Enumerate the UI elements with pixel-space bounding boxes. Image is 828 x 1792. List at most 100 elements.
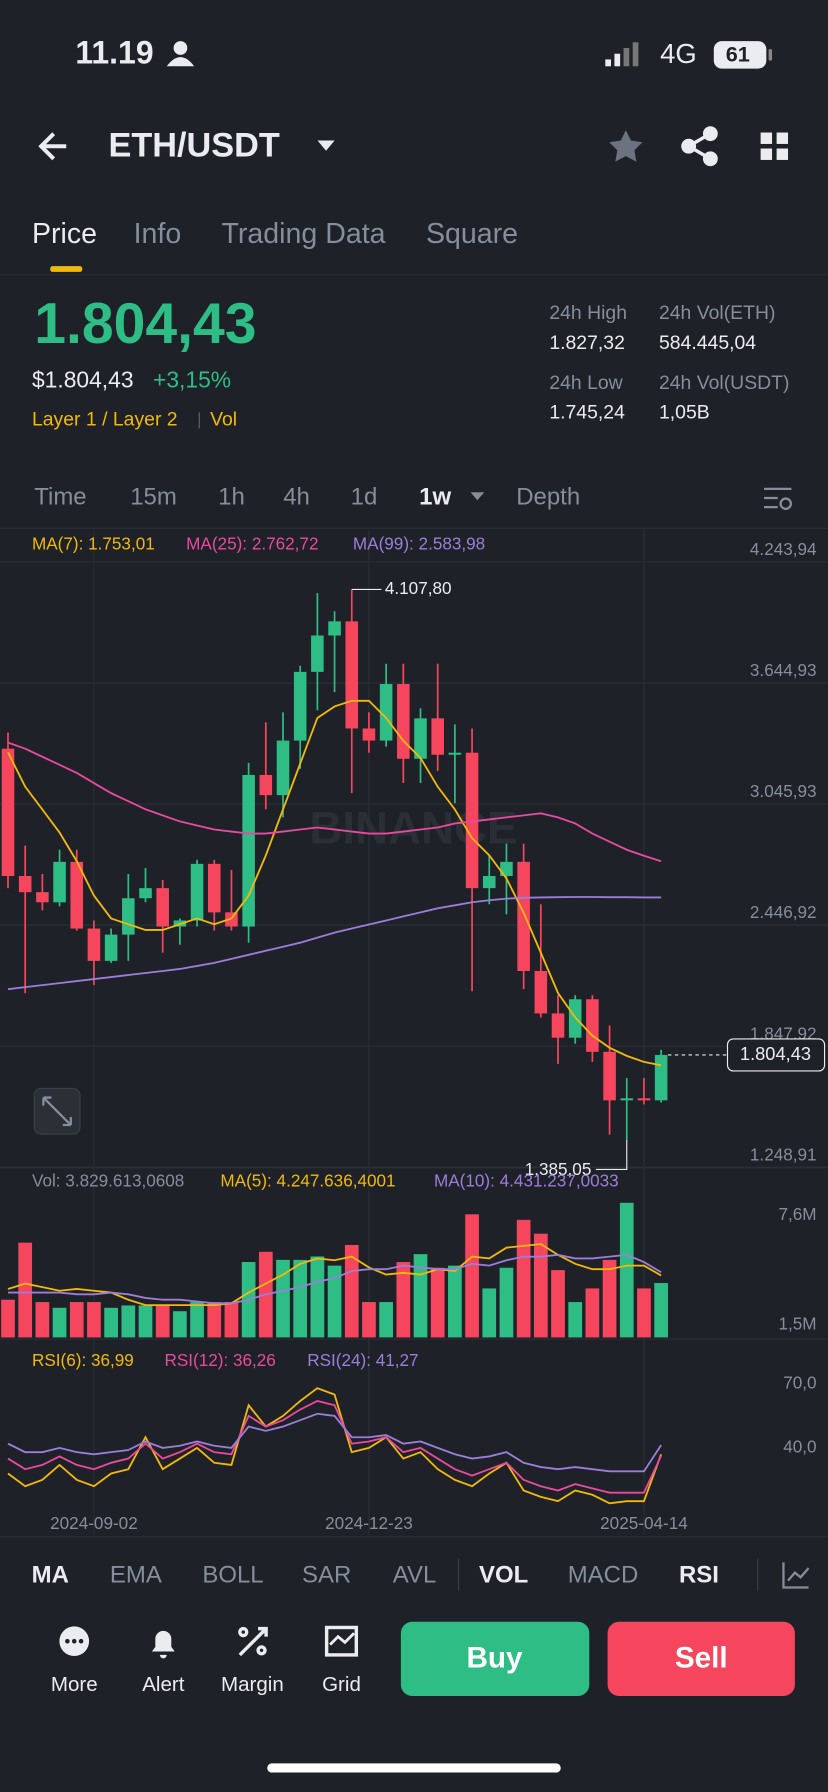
volume-bar (173, 1311, 187, 1338)
volume-bar (310, 1256, 325, 1338)
volume-bar (654, 1283, 668, 1338)
candle-body (551, 1013, 565, 1038)
action[interactable]: Margin (221, 1673, 284, 1696)
share[interactable] (681, 126, 718, 167)
action[interactable]: More (51, 1673, 98, 1696)
pair-dropdown[interactable] (317, 140, 335, 151)
legend-entry: MA(10): 4.431.237,0033 (434, 1171, 619, 1191)
indicator[interactable]: RSI (679, 1561, 719, 1588)
tab[interactable]: Square (426, 218, 518, 250)
candle-body (104, 934, 118, 961)
volume-bar (637, 1288, 651, 1338)
volume-bar (465, 1214, 479, 1338)
tab[interactable]: Trading Data (222, 218, 386, 250)
tab[interactable]: Price (32, 218, 97, 250)
legend-entry: RSI(6): 36,99 (32, 1350, 134, 1370)
low-label: 1.385,05 (525, 1159, 592, 1179)
action[interactable]: Grid (322, 1673, 361, 1696)
legend-entry: MA(5): 4.247.636,4001 (220, 1171, 395, 1191)
y-tick-label: 4.243,94 (750, 539, 817, 559)
sell-button[interactable] (607, 1621, 795, 1697)
tab[interactable]: Info (134, 218, 182, 250)
buy-button[interactable] (400, 1621, 590, 1697)
candle-body (18, 875, 32, 893)
y-tick-label: 2.446,92 (750, 902, 817, 922)
volume-bar (18, 1242, 33, 1338)
layout-button[interactable] (760, 132, 789, 160)
legend-entry: MA(99): 2.583,98 (353, 533, 485, 553)
stat-label: 24h Low (549, 372, 623, 394)
y-tick-label: 1.248,91 (750, 1144, 817, 1164)
interval[interactable]: 1d (351, 483, 378, 510)
volume-bar (533, 1233, 548, 1338)
tag[interactable]: Vol (210, 408, 237, 430)
volume-bar (379, 1302, 393, 1338)
buy-label[interactable]: Buy (466, 1641, 523, 1674)
watermark: BINANCE (309, 803, 517, 854)
interval[interactable]: 1w (419, 483, 451, 510)
indicator-settings[interactable] (782, 1562, 810, 1589)
more-icon[interactable] (59, 1626, 90, 1657)
action[interactable]: Alert (142, 1673, 185, 1696)
indicator[interactable]: EMA (110, 1561, 162, 1588)
y-tick-label: 1.847,92 (750, 1023, 817, 1043)
y-tick-label: 3.045,93 (750, 781, 817, 801)
candle-body (242, 774, 255, 927)
status-time: 11.19 (75, 34, 153, 70)
volume-bar (430, 1267, 445, 1338)
candle-body (87, 928, 101, 961)
indicator-separator (757, 1558, 759, 1591)
indicator-line (7, 1253, 662, 1305)
indicator[interactable]: VOL (479, 1561, 528, 1588)
margin-icon[interactable] (238, 1626, 268, 1657)
interval-dropdown[interactable] (470, 492, 485, 501)
change: +3,15% (153, 367, 231, 393)
interval[interactable]: Depth (516, 483, 580, 510)
pair[interactable]: ETH/USDT (108, 126, 279, 164)
network: 4G (660, 38, 697, 69)
indicator-line (7, 699, 662, 1067)
volume-bar (396, 1262, 411, 1338)
plot: 2024-09-02 2024-12-23 2025-04-14 1.248,91 1.… (0, 528, 828, 1535)
volume-bar (293, 1259, 308, 1338)
fullscreen-button[interactable] (33, 1087, 81, 1135)
back-button[interactable] (38, 132, 67, 161)
alert-icon[interactable] (151, 1630, 175, 1659)
indicator-line (7, 896, 662, 991)
battery-level: 61 (726, 42, 750, 67)
legend-entry: RSI(12): 36,26 (164, 1350, 275, 1370)
indicator[interactable]: MA (32, 1561, 69, 1588)
grid-icon[interactable] (324, 1625, 359, 1657)
candle-body (654, 1054, 668, 1101)
indicator[interactable]: SAR (302, 1561, 351, 1588)
volume-bar (499, 1267, 514, 1338)
interval[interactable]: Time (34, 483, 86, 510)
candle-body (190, 863, 204, 921)
fiat-price: $1.804,43 (32, 367, 134, 393)
candle-body (70, 861, 84, 929)
volume-bar (344, 1244, 359, 1338)
indicator[interactable]: AVL (393, 1561, 437, 1588)
candle-body (397, 684, 410, 759)
candle-body (603, 1051, 616, 1101)
interval[interactable]: 1h (218, 483, 245, 510)
volume-bar (602, 1259, 617, 1338)
divider (0, 274, 828, 276)
volume-bar (482, 1288, 497, 1338)
sell-label[interactable]: Sell (675, 1641, 728, 1674)
candle-body (465, 752, 479, 889)
interval[interactable]: 4h (283, 483, 310, 510)
volume-bar (448, 1265, 462, 1338)
tag[interactable]: Layer 1 / Layer 2 (32, 408, 178, 430)
volume-bar (276, 1259, 290, 1338)
favorite[interactable] (609, 130, 643, 162)
indicator-line (7, 1400, 662, 1494)
chart-settings[interactable] (764, 487, 793, 510)
candle-body (362, 728, 376, 741)
candle-body (259, 774, 273, 796)
interval[interactable]: 15m (130, 483, 177, 510)
divider (0, 527, 828, 529)
low-pointer (595, 1139, 628, 1170)
indicator[interactable]: MACD (568, 1561, 639, 1588)
indicator[interactable]: BOLL (202, 1561, 263, 1588)
